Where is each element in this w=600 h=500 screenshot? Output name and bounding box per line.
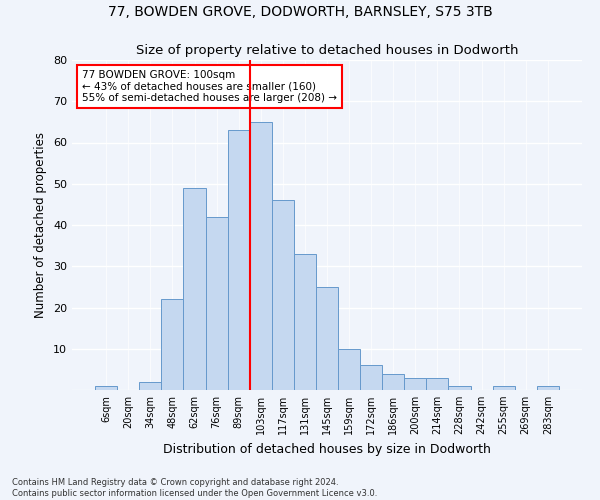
Bar: [382, 374, 404, 390]
Bar: [404, 378, 427, 390]
Bar: [316, 287, 338, 390]
Title: Size of property relative to detached houses in Dodworth: Size of property relative to detached ho…: [136, 44, 518, 58]
Bar: [338, 349, 360, 390]
Bar: [448, 386, 470, 390]
Bar: [427, 378, 448, 390]
Bar: [206, 217, 227, 390]
Bar: [360, 365, 382, 390]
Bar: [184, 188, 206, 390]
Bar: [139, 382, 161, 390]
Bar: [95, 386, 117, 390]
Bar: [161, 299, 184, 390]
Bar: [537, 386, 559, 390]
Bar: [250, 122, 272, 390]
Bar: [272, 200, 294, 390]
Bar: [227, 130, 250, 390]
Text: 77 BOWDEN GROVE: 100sqm
← 43% of detached houses are smaller (160)
55% of semi-d: 77 BOWDEN GROVE: 100sqm ← 43% of detache…: [82, 70, 337, 103]
X-axis label: Distribution of detached houses by size in Dodworth: Distribution of detached houses by size …: [163, 442, 491, 456]
Bar: [493, 386, 515, 390]
Bar: [294, 254, 316, 390]
Y-axis label: Number of detached properties: Number of detached properties: [34, 132, 47, 318]
Text: Contains HM Land Registry data © Crown copyright and database right 2024.
Contai: Contains HM Land Registry data © Crown c…: [12, 478, 377, 498]
Text: 77, BOWDEN GROVE, DODWORTH, BARNSLEY, S75 3TB: 77, BOWDEN GROVE, DODWORTH, BARNSLEY, S7…: [107, 5, 493, 19]
